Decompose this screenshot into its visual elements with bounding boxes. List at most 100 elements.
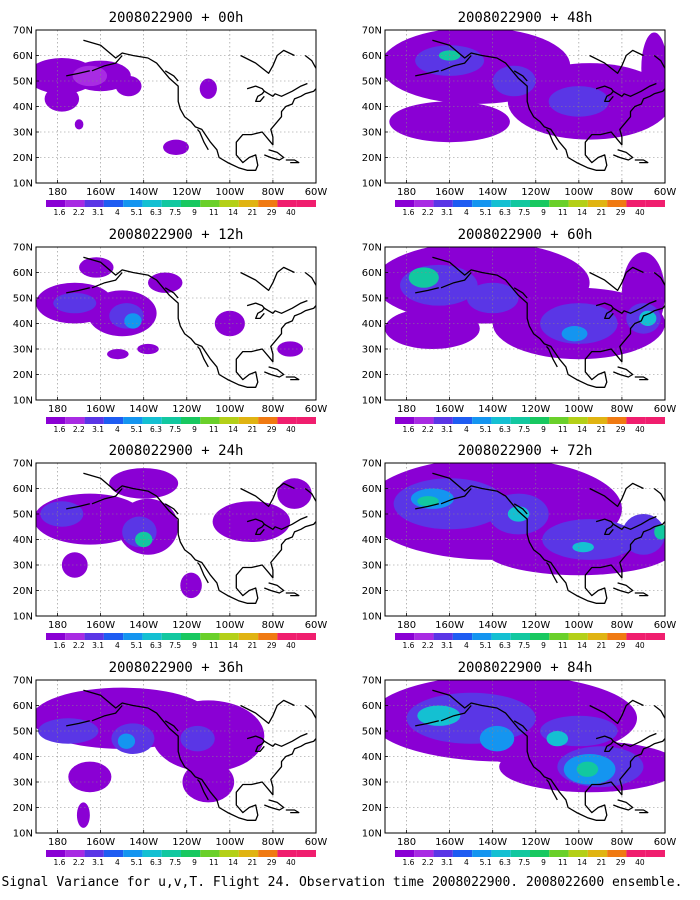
colorbar-label: 6.3 <box>499 858 511 867</box>
variance-contour <box>76 802 90 828</box>
y-tick-label: 30N <box>362 561 382 572</box>
y-tick-label: 10N <box>362 179 382 190</box>
x-tick-label: 80W <box>262 187 285 198</box>
x-tick-label: 160W <box>435 187 464 198</box>
colorbar-swatch <box>587 633 608 640</box>
colorbar-label: 5.1 <box>131 641 143 650</box>
colorbar-swatch <box>238 417 259 424</box>
variance-contour <box>74 119 84 130</box>
map-panel: 2008022900 + 12h 10N 20N 30N 40N 50N 60N 70N 180… <box>13 227 328 434</box>
colorbar-label: 2.2 <box>73 425 85 434</box>
colorbar-label: 14 <box>577 425 587 434</box>
panel-title: 2008022900 + 72h <box>458 443 593 459</box>
variance-contour <box>641 32 665 104</box>
colorbar-label: 9 <box>541 641 546 650</box>
colorbar-label: 1.6 <box>54 208 66 217</box>
y-tick-label: 20N <box>13 586 33 597</box>
colorbar-swatch <box>123 200 143 207</box>
y-tick-label: 70N <box>13 26 33 37</box>
y-tick-label: 20N <box>362 153 382 164</box>
y-tick-label: 70N <box>362 26 382 37</box>
colorbar-swatch <box>296 200 316 207</box>
colorbar-swatch <box>626 850 646 857</box>
colorbar-swatch <box>414 200 434 207</box>
colorbar-label: 3.1 <box>92 208 104 217</box>
y-tick-label: 30N <box>13 345 33 356</box>
colorbar-label: 2.2 <box>73 641 85 650</box>
colorbar-label: 11 <box>209 425 219 434</box>
y-tick-label: 60N <box>362 51 382 62</box>
x-tick-label: 100W <box>215 837 244 848</box>
colorbar-swatch <box>530 850 550 857</box>
colorbar-label: 21 <box>597 858 607 867</box>
colorbar-label: 6.3 <box>150 641 162 650</box>
colorbar-label: 40 <box>635 641 645 650</box>
colorbar-label: 9 <box>192 858 197 867</box>
colorbar-swatch <box>65 200 85 207</box>
variance-field <box>385 247 665 360</box>
colorbar-label: 5.1 <box>480 641 492 650</box>
x-tick-label: 180 <box>48 620 67 631</box>
x-tick-label: 120W <box>172 837 201 848</box>
y-tick-label: 60N <box>13 701 33 712</box>
y-tick-label: 70N <box>362 243 382 254</box>
map-panel: 2008022900 + 72h 10N 20N 30N 40N 50N 60N 70N 180… <box>362 443 677 650</box>
colorbar-swatch <box>65 633 85 640</box>
colorbar-swatch <box>296 417 316 424</box>
colorbar-swatch <box>395 417 415 424</box>
colorbar-label: 40 <box>286 425 296 434</box>
variance-contour <box>277 478 312 509</box>
x-tick-label: 60W <box>305 620 328 631</box>
colorbar-label: 21 <box>248 425 258 434</box>
colorbar-swatch <box>258 850 278 857</box>
colorbar: 1.6 2.2 3.1 4 5.1 6.3 7.5 9 11 14 21 29 40 <box>46 633 316 650</box>
colorbar-swatch <box>626 200 646 207</box>
map-panel: 2008022900 + 24h 10N 20N 30N 40N 50N 60N 70N 180… <box>13 443 328 650</box>
y-tick-label: 10N <box>362 612 382 623</box>
x-tick-label: 60W <box>654 404 677 415</box>
colorbar-label: 5.1 <box>131 425 143 434</box>
colorbar: 1.6 2.2 3.1 4 5.1 6.3 7.5 9 11 14 21 29 40 <box>395 200 665 217</box>
variance-contour <box>199 78 217 99</box>
map-panel: 2008022900 + 60h 10N 20N 30N 40N 50N 60N 70N 180… <box>362 227 677 434</box>
colorbar: 1.6 2.2 3.1 4 5.1 6.3 7.5 9 11 14 21 29 40 <box>395 417 665 434</box>
colorbar-swatch <box>219 417 239 424</box>
colorbar-swatch <box>46 633 66 640</box>
y-tick-label: 10N <box>13 179 33 190</box>
colorbar-label: 40 <box>635 858 645 867</box>
colorbar-swatch <box>123 633 143 640</box>
variance-contour <box>124 313 142 329</box>
colorbar-label: 1.6 <box>403 425 415 434</box>
y-tick-label: 50N <box>362 510 382 521</box>
variance-contour <box>654 524 665 540</box>
x-tick-label: 140W <box>478 404 507 415</box>
colorbar-swatch <box>433 200 453 207</box>
colorbar-swatch <box>472 200 492 207</box>
y-tick-label: 30N <box>362 128 382 139</box>
x-tick-label: 180 <box>397 187 416 198</box>
colorbar-label: 3.1 <box>441 425 453 434</box>
y-tick-label: 60N <box>13 268 33 279</box>
variance-contour <box>572 542 594 553</box>
colorbar-label: 6.3 <box>499 208 511 217</box>
colorbar-swatch <box>65 850 85 857</box>
colorbar-label: 7.5 <box>169 425 181 434</box>
y-tick-label: 40N <box>362 752 382 763</box>
x-tick-label: 160W <box>86 404 115 415</box>
x-tick-label: 120W <box>521 620 550 631</box>
variance-contour <box>148 272 183 293</box>
variance-contour <box>546 731 569 747</box>
colorbar-swatch <box>258 633 278 640</box>
panel-title: 2008022900 + 00h <box>109 10 244 26</box>
x-tick-label: 180 <box>397 620 416 631</box>
variance-contour <box>107 349 129 360</box>
colorbar-label: 9 <box>541 858 546 867</box>
colorbar-label: 21 <box>597 425 607 434</box>
colorbar-label: 1.6 <box>403 641 415 650</box>
colorbar-label: 7.5 <box>518 858 530 867</box>
y-tick-label: 40N <box>13 535 33 546</box>
y-tick-label: 10N <box>362 829 382 840</box>
colorbar-swatch <box>200 850 220 857</box>
colorbar-label: 7.5 <box>518 208 530 217</box>
coastlines <box>415 39 665 171</box>
